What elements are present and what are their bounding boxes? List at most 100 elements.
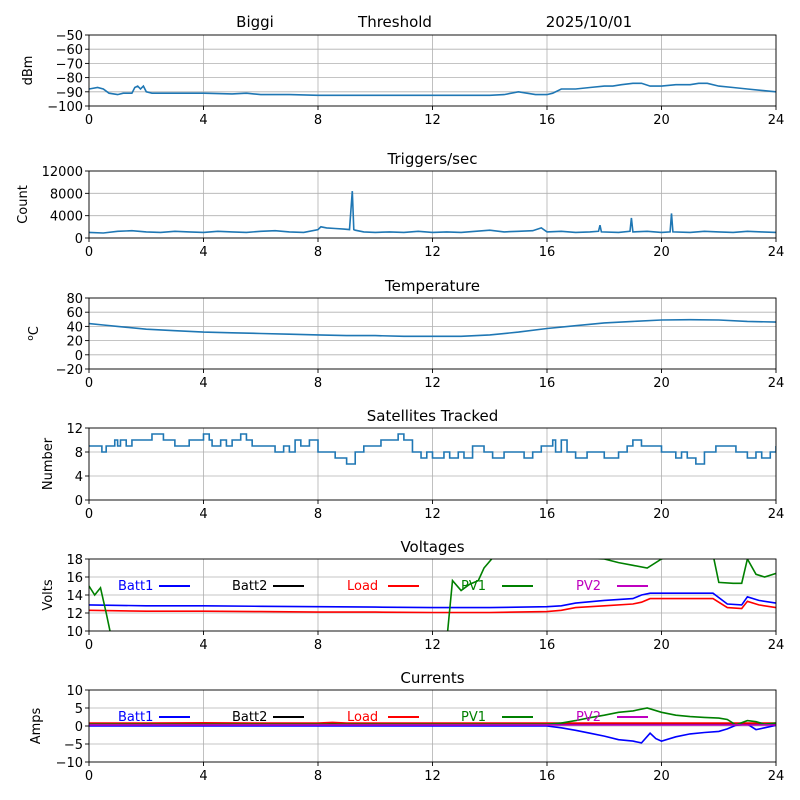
- y-tick-label: 40: [66, 320, 83, 335]
- y-axis-label: Volts: [41, 579, 56, 611]
- legend-item-pv2: PV2: [576, 579, 648, 594]
- panel-title: Temperature: [384, 277, 480, 295]
- x-tick-label: 16: [539, 113, 556, 128]
- x-tick-label: 16: [539, 638, 556, 653]
- x-tick-label: 8: [314, 245, 322, 260]
- legend-item-batt2: Batt2: [232, 710, 304, 725]
- legend-label: Batt1: [118, 579, 153, 594]
- legend-item-load: Load: [347, 579, 419, 594]
- x-tick-label: 4: [199, 245, 207, 260]
- x-tick-label: 8: [314, 638, 322, 653]
- legend-label: Load: [347, 579, 378, 594]
- y-tick-label: 0: [75, 494, 83, 509]
- y-tick-label: 12: [66, 607, 83, 622]
- y-tick-label: 12000: [42, 165, 83, 180]
- x-tick-label: 20: [653, 769, 670, 784]
- x-tick-label: 8: [314, 376, 322, 391]
- legend-label: Batt1: [118, 710, 153, 725]
- x-tick-label: 8: [314, 507, 322, 522]
- series-count: [89, 191, 776, 234]
- y-tick-label: 0: [75, 232, 83, 247]
- x-tick-label: 0: [85, 376, 93, 391]
- panel-currents: 0 4 8 12 16 20 24 −10 −5 0 5 10 Currents Amps Batt1 Bat…: [29, 669, 784, 784]
- series-batt1: [89, 592, 776, 609]
- header-station: Biggi: [236, 13, 274, 31]
- y-tick-label: 10: [66, 625, 83, 640]
- x-tick-label: 8: [314, 113, 322, 128]
- y-tick-label: −90: [56, 86, 83, 101]
- x-tick-label: 4: [199, 113, 207, 128]
- legend-label: PV1: [461, 579, 486, 594]
- x-tick-label: 20: [653, 638, 670, 653]
- panel-title: Triggers/sec: [387, 150, 478, 168]
- legend-label: PV2: [576, 579, 601, 594]
- y-tick-label: −100: [47, 100, 83, 115]
- x-tick-label: 12: [424, 507, 441, 522]
- x-tick-label: 12: [424, 245, 441, 260]
- y-tick-label: 0: [75, 349, 83, 364]
- legend-label: PV2: [576, 710, 601, 725]
- series-batt1: [89, 723, 776, 744]
- x-tick-label: 24: [768, 769, 785, 784]
- y-tick-label: 0: [75, 720, 83, 735]
- y-tick-label: 16: [66, 571, 83, 586]
- y-tick-label: −5: [64, 738, 83, 753]
- y-tick-label: 5: [75, 702, 83, 717]
- x-tick-label: 20: [653, 507, 670, 522]
- x-tick-label: 8: [314, 769, 322, 784]
- x-tick-label: 16: [539, 507, 556, 522]
- y-tick-label: 20: [66, 335, 83, 350]
- y-tick-label: 18: [66, 553, 83, 568]
- x-tick-label: 4: [199, 376, 207, 391]
- panel-title: Satellites Tracked: [367, 407, 498, 425]
- x-tick-label: 0: [85, 245, 93, 260]
- x-tick-label: 24: [768, 113, 785, 128]
- legend-label: Batt2: [232, 710, 267, 725]
- x-tick-label: 12: [424, 769, 441, 784]
- legend-item-pv2: PV2: [576, 710, 648, 725]
- header-date: 2025/10/01: [546, 13, 632, 31]
- x-tick-label: 0: [85, 769, 93, 784]
- x-tick-label: 16: [539, 769, 556, 784]
- x-tick-label: 16: [539, 376, 556, 391]
- series-pv1: [89, 559, 776, 631]
- y-axis-label: oC: [26, 326, 42, 341]
- y-tick-label: −80: [56, 72, 83, 87]
- x-tick-label: 12: [424, 113, 441, 128]
- x-tick-label: 0: [85, 113, 93, 128]
- series-load: [89, 597, 776, 614]
- series-pv1: [89, 707, 776, 726]
- panel-voltages: 0 4 8 12 16 20 24 10 12 14 16 18 Voltages Volts Batt1 B…: [41, 538, 784, 653]
- x-tick-label: 12: [424, 376, 441, 391]
- legend-item-pv1: PV1: [461, 710, 533, 725]
- y-tick-label: −70: [56, 57, 83, 72]
- series-satellites: [89, 433, 776, 465]
- panel-title: Voltages: [400, 538, 464, 556]
- panel-title: Currents: [400, 669, 464, 687]
- legend-label: PV1: [461, 710, 486, 725]
- x-tick-label: 20: [653, 113, 670, 128]
- x-tick-label: 20: [653, 245, 670, 260]
- x-tick-label: 0: [85, 507, 93, 522]
- y-tick-label: 10: [66, 684, 83, 699]
- y-axis-label: Number: [41, 437, 56, 490]
- panel-triggers: 0 4 8 12 16 20 24 0 4000 8000 12000 Triggers/sec Cou…: [16, 150, 784, 260]
- y-tick-label: 8: [75, 446, 83, 461]
- y-axis-label: Count: [16, 185, 31, 224]
- y-tick-label: 12: [66, 422, 83, 437]
- legend-label: Load: [347, 710, 378, 725]
- x-tick-label: 16: [539, 245, 556, 260]
- series-load: [89, 721, 776, 724]
- x-tick-label: 4: [199, 638, 207, 653]
- y-tick-label: −20: [56, 363, 83, 378]
- series-dbm: [89, 82, 776, 97]
- panel-signal: 0 4 8 12 16 20 24 −100−90−80−70−60−50 dBm: [21, 29, 784, 128]
- y-tick-label: 80: [66, 292, 83, 307]
- x-tick-label: 12: [424, 638, 441, 653]
- x-tick-label: 24: [768, 507, 785, 522]
- x-tick-label: 24: [768, 376, 785, 391]
- series-temperature: [89, 318, 776, 338]
